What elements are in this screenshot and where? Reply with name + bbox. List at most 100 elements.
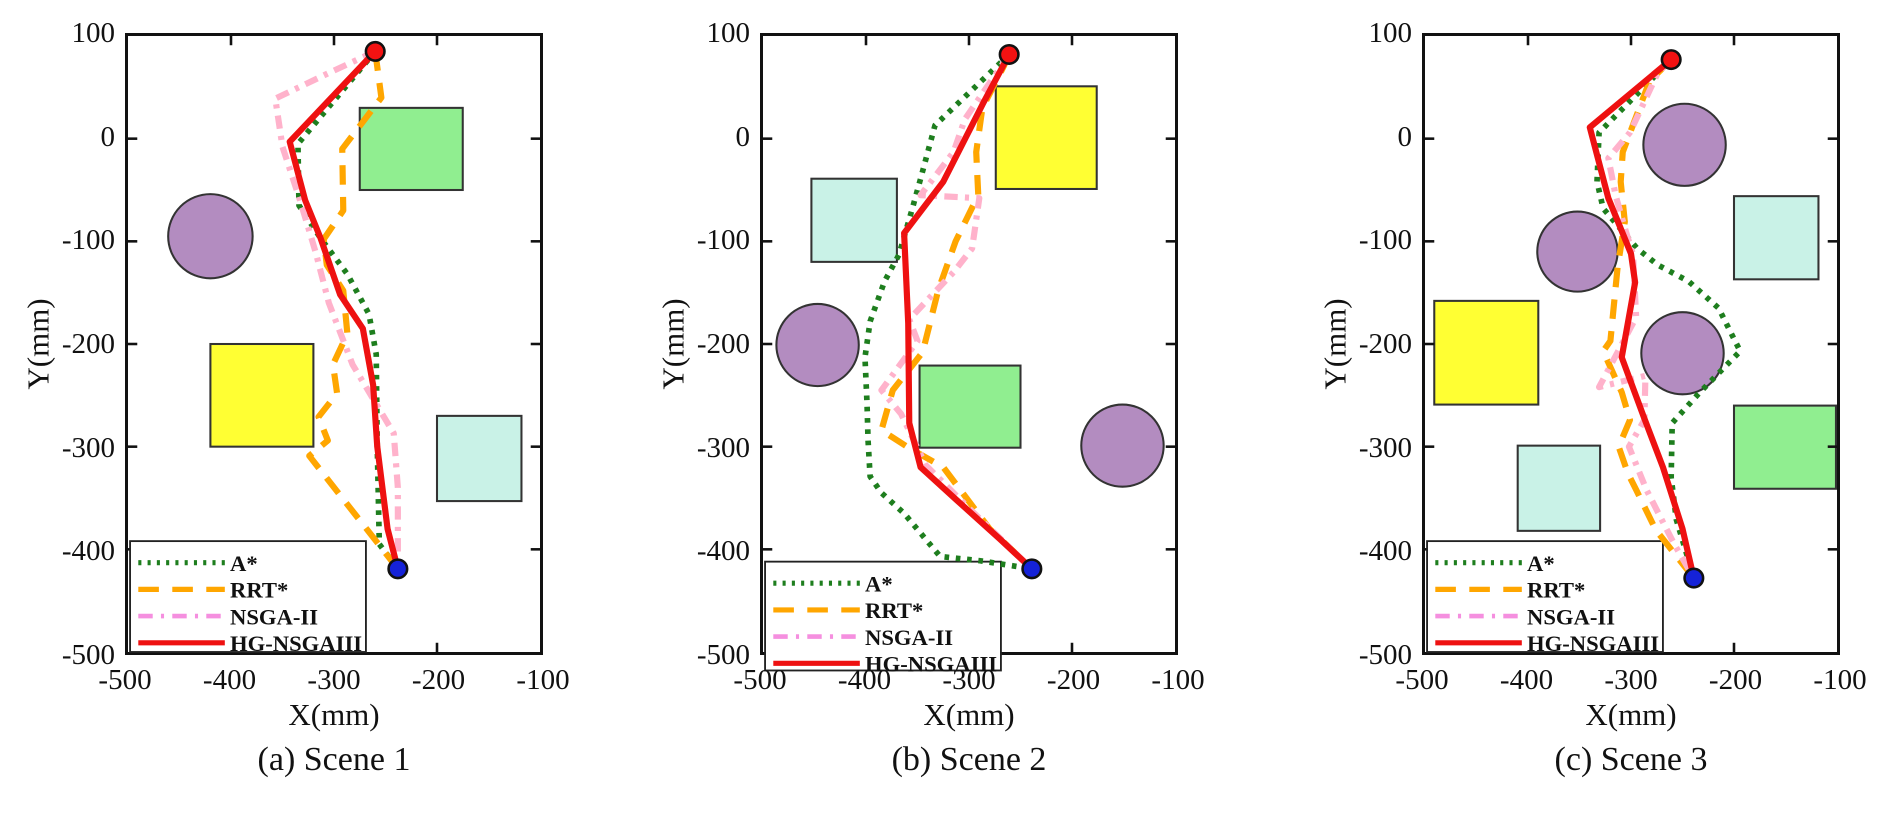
obstacle-rect-green [918,364,1022,449]
plot-area-scene-1: A* RRT* NSGA-II HG-NSGAIII [125,33,543,656]
x-tick-label: -200 [411,664,466,696]
goal-marker [387,558,409,580]
x-tick-label: -100 [516,664,570,696]
obstacle-circle-purple [1080,403,1165,488]
obstacle-circle-purple [775,302,860,388]
y-tick-label: -500 [1358,639,1412,671]
x-tick-label: -400 [837,664,892,696]
legend-label-hgnsga3: HG-NSGAIII [865,652,997,677]
path-hgnsga3 [1586,57,1697,579]
x-tick-label: -100 [1151,664,1205,696]
y-tick-label: 0 [100,120,116,153]
obstacle-rect-cyan [1516,444,1602,532]
x-tick-label: -500 [1395,664,1449,696]
legend-label-rrt: RRT* [230,578,288,603]
obstacle-circle-purple [1642,102,1727,187]
path-hgnsga3 [286,49,401,570]
legend-label-nsga2: NSGA-II [865,625,953,650]
subplot-scene-3: A* RRT* NSGA-II HG-NSGAIII Y(mm) X(mm) (c) … [1318,18,1867,778]
y-tick-label: 0 [735,120,751,153]
y-tick-label: -100 [696,224,750,257]
y-tick-label: 100 [706,17,751,49]
y-axis-label-scene-1: Y(mm) [21,298,57,390]
path-rrt [1600,57,1697,580]
x-tick-label: -300 [1604,664,1658,696]
x-tick-label: -200 [1046,664,1101,696]
y-axis-label-scene-2: Y(mm) [656,298,692,390]
x-tick-label: -500 [98,664,152,696]
x-tick-label: -400 [202,664,257,696]
caption-scene-3: (c) Scene 3 [1554,741,1708,778]
legend-label-astar: A* [230,551,258,576]
legend-box [129,540,367,653]
legend-label-nsga2: NSGA-II [230,604,318,629]
caption-scene-2: (b) Scene 2 [891,741,1047,778]
path-nsga2 [1595,57,1697,580]
x-tick-label: -500 [733,664,787,696]
y-tick-label: -300 [61,431,115,464]
caption-scene-1: (a) Scene 1 [257,741,411,778]
obstacle-circle-purple [167,193,254,280]
obstacle-rect-green [1732,404,1838,490]
obstacle-rect-cyan [435,414,523,503]
legend-box [764,560,1002,672]
plot-area-scene-3: A* RRT* NSGA-II HG-NSGAIII [1422,33,1840,656]
y-tick-label: -400 [61,535,115,568]
obstacle-rect-yellow [1433,299,1540,406]
path-nsga2 [272,48,401,569]
x-tick-label: -100 [1813,664,1867,696]
path-hgnsga3 [901,53,1034,572]
x-tick-label: -200 [1708,664,1763,696]
legend-label-astar: A* [1527,551,1555,576]
start-marker [364,40,386,62]
y-tick-label: -200 [696,328,750,360]
x-axis-label-scene-3: X(mm) [1585,697,1677,732]
obstacle-rect-yellow [994,85,1098,190]
goal-marker [1021,558,1043,580]
legend-label-nsga2: NSGA-II [1527,604,1615,629]
y-tick-label: -200 [1358,328,1412,360]
plot-area-scene-2: A* RRT* NSGA-II HG-NSGAIII [760,33,1178,676]
obstacle-circle-purple [1640,311,1725,396]
x-axis-label-scene-1: X(mm) [288,697,380,732]
obstacle-rect-cyan [1732,195,1820,281]
obstacle-rect-green [358,106,464,192]
start-marker [1660,49,1682,71]
y-tick-label: -100 [61,224,115,257]
legend-label-hgnsga3: HG-NSGAIII [1527,631,1659,656]
y-tick-label: -300 [696,431,750,464]
obstacle-circle-purple [1536,210,1619,293]
legend-label-rrt: RRT* [1527,578,1585,603]
obstacle-rect-yellow [209,342,315,448]
legend-label-astar: A* [865,571,893,596]
y-tick-label: 0 [1397,120,1413,153]
y-axis-label-scene-3: Y(mm) [1318,298,1354,390]
path-rrt [306,50,401,571]
x-axis-label-scene-2: X(mm) [923,697,1015,732]
y-tick-label: -200 [61,328,115,360]
subplot-scene-1: A* RRT* NSGA-II HG-NSGAIII Y(mm) X(mm) (a) … [21,18,570,778]
start-marker [998,43,1020,66]
legend-label-hgnsga3: HG-NSGAIII [230,631,362,656]
legend-box [1426,540,1664,653]
y-tick-label: -500 [61,639,115,671]
y-tick-label: -300 [1358,431,1412,464]
y-tick-label: 100 [71,17,116,49]
path-rrt [878,53,1034,572]
x-tick-label: -300 [307,664,361,696]
y-tick-label: 100 [1368,17,1413,49]
path-astar [862,52,1033,572]
y-tick-label: -400 [696,535,750,568]
y-tick-label: -400 [1358,535,1412,568]
obstacle-rect-cyan [810,177,898,263]
y-tick-label: -100 [1358,224,1412,257]
goal-marker [1683,567,1705,589]
y-tick-label: -500 [696,639,750,671]
x-tick-label: -300 [942,664,996,696]
legend-label-rrt: RRT* [865,598,923,623]
x-tick-label: -400 [1499,664,1554,696]
